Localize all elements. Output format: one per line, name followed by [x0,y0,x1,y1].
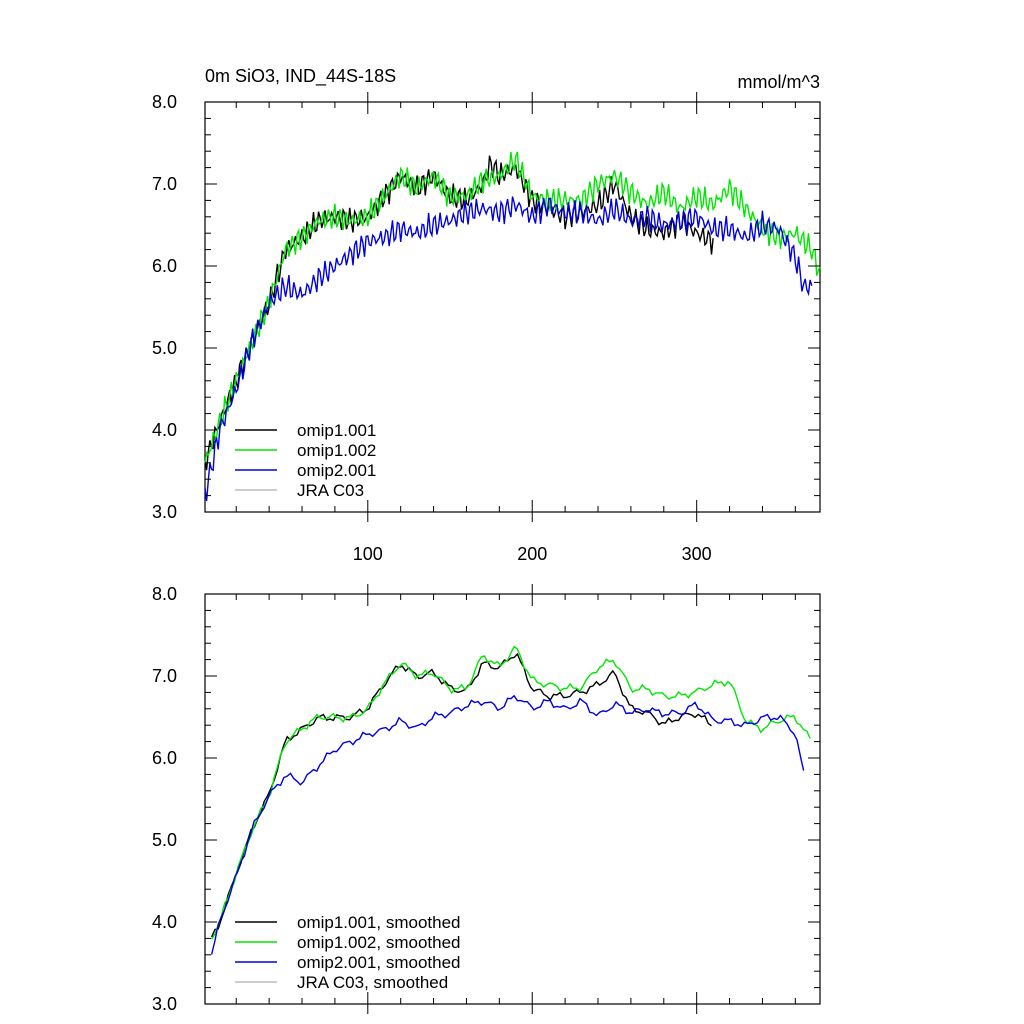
x-tick-label: 300 [682,544,712,564]
y-tick-label: 8.0 [152,92,177,112]
plot-frame [204,593,821,1005]
series-line-omip2_001 [204,196,813,502]
series-line-omip1_001 [204,155,714,471]
chart-title: 0m SiO3, IND_44S-18S [205,66,396,87]
x-tick-label: 200 [517,544,547,564]
plot-frame [204,101,821,513]
series-line-omip2_001 [210,694,805,955]
series-line-omip1_001 [210,652,712,938]
legend-label: JRA C03, smoothed [297,973,448,992]
y-tick-label: 4.0 [152,420,177,440]
y-tick-label: 5.0 [152,338,177,358]
legend-label: JRA C03 [297,481,364,500]
legend-label: omip1.001, smoothed [297,913,461,932]
series-line-omip1_002 [211,645,811,940]
y-tick-label: 3.0 [152,502,177,522]
y-tick-label: 3.0 [152,994,177,1014]
units-label: mmol/m^3 [738,72,820,92]
x-tick-label: 100 [353,544,383,564]
legend-label: omip2.001, smoothed [297,953,461,972]
y-tick-label: 8.0 [152,584,177,604]
legend-label: omip2.001 [297,461,376,480]
y-tick-label: 7.0 [152,666,177,686]
legend-label: omip1.002, smoothed [297,933,461,952]
y-tick-label: 6.0 [152,748,177,768]
legend-label: omip1.002 [297,441,376,460]
y-tick-label: 5.0 [152,830,177,850]
y-tick-label: 7.0 [152,174,177,194]
smoothed-panel: 3.04.05.06.07.08.0 omip1.001, smoothedom… [152,584,821,1014]
y-tick-label: 6.0 [152,256,177,276]
legend-label: omip1.001 [297,421,376,440]
y-tick-label: 4.0 [152,912,177,932]
series-line-omip1_002 [204,151,821,464]
